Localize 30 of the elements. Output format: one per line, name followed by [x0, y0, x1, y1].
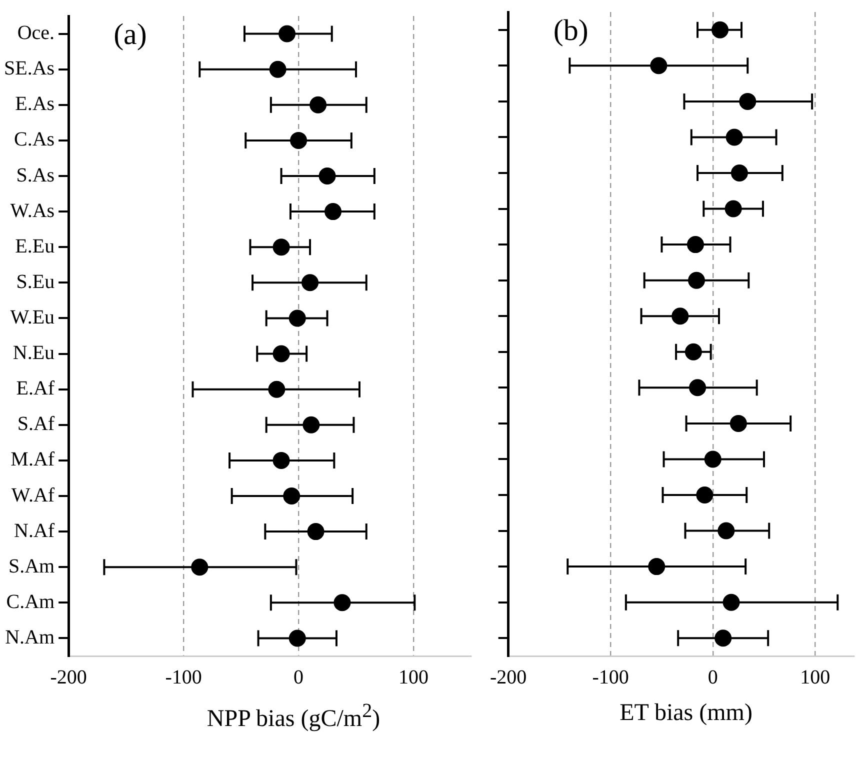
annotation: (b)	[553, 14, 588, 47]
x-tick-label: -100	[165, 666, 202, 688]
y-tick-label: N.Am	[5, 626, 55, 648]
x-tick-label: 100	[398, 666, 429, 688]
annotation: (a)	[114, 18, 147, 51]
x-tick-label: 100	[800, 666, 830, 688]
x-tick-label: 0	[708, 666, 718, 688]
y-tick-label: N.Eu	[12, 342, 55, 364]
x-axis-title: NPP bias (gC/m$^{2}$)	[206, 700, 382, 733]
y-tick-label: N.Af	[14, 520, 55, 542]
x-tick-label: -200	[50, 666, 87, 688]
y-tick-label: W.As	[10, 200, 55, 222]
y-tick-label: E.As	[15, 93, 55, 116]
y-tick-label: SE.As	[4, 58, 55, 80]
x-tick-label: -100	[592, 666, 629, 688]
y-tick-label: E.Af	[16, 378, 55, 400]
y-tick-label: E.Eu	[15, 235, 55, 258]
y-tick-label: C.Am	[6, 590, 56, 613]
y-tick-label: W.Eu	[10, 306, 55, 328]
y-tick-label: S.Am	[8, 555, 56, 578]
y-tick-label: W.Af	[11, 484, 55, 506]
y-tick-label: M.Af	[10, 448, 55, 471]
x-tick-label: -200	[490, 666, 527, 688]
y-tick-label: S.Af	[17, 413, 55, 436]
x-axis-title: ET bias (mm)	[618, 700, 754, 727]
y-tick-label: C.As	[14, 128, 55, 151]
y-tick-label: S.As	[16, 164, 55, 186]
x-tick-label: 0	[294, 666, 304, 688]
y-tick-label: Oce.	[17, 22, 55, 44]
y-tick-label: S.Eu	[16, 270, 55, 293]
